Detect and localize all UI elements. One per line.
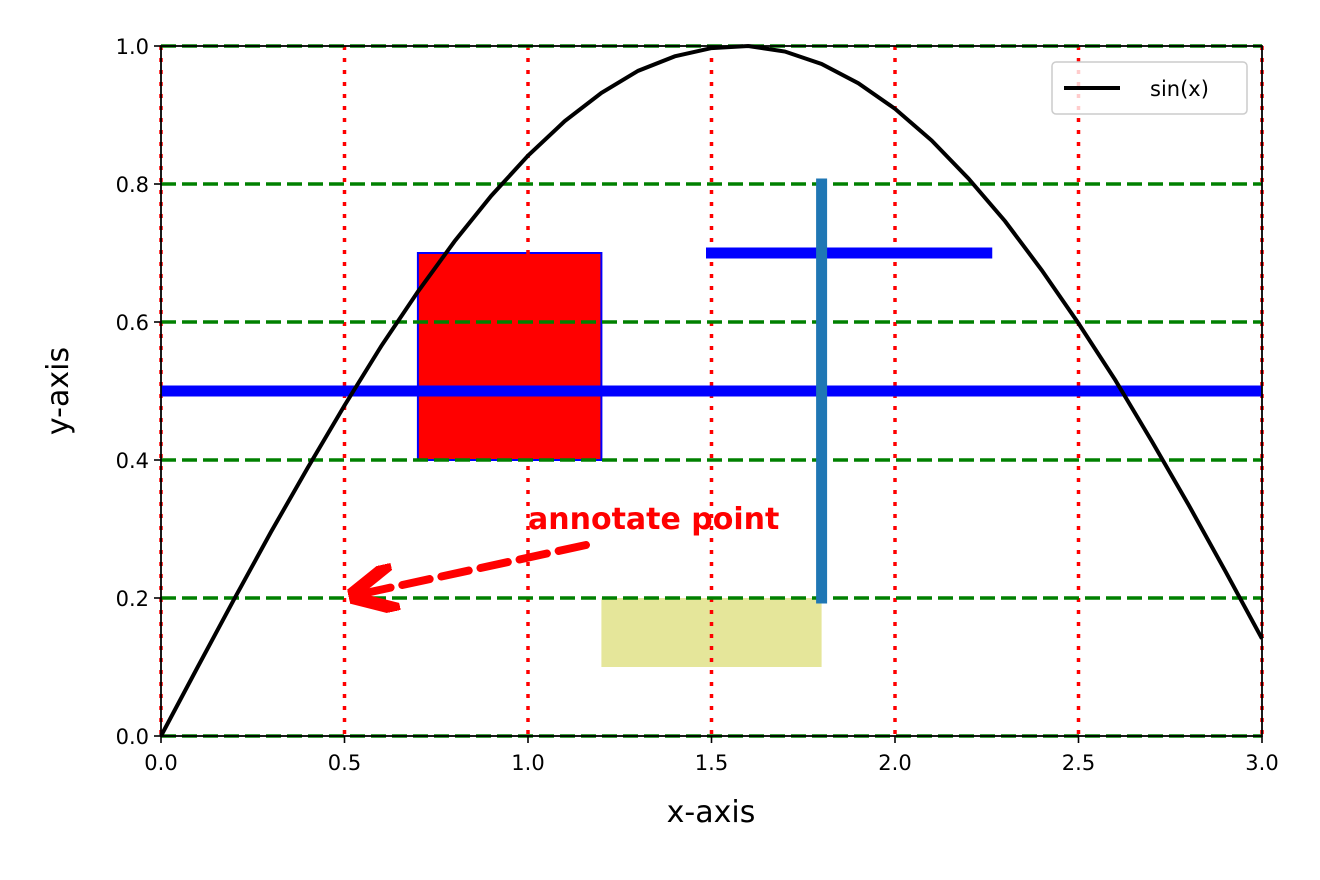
x-tick-label: 2.0: [878, 751, 911, 775]
legend-label: sin(x): [1150, 77, 1209, 101]
y-tick-label: 0.2: [116, 587, 149, 611]
x-tick-label: 0.5: [328, 751, 361, 775]
annotation-text: annotate point: [528, 502, 779, 537]
x-tick-label: 2.5: [1062, 751, 1095, 775]
x-tick-label: 1.0: [511, 751, 544, 775]
y-tick-label: 0.8: [116, 173, 149, 197]
span-rect: [416, 252, 603, 461]
y-axis-label: y-axis: [41, 347, 76, 435]
x-tick-label: 0.0: [144, 751, 177, 775]
y-tick-label: 1.0: [116, 35, 149, 59]
x-tick-label: 3.0: [1245, 751, 1278, 775]
y-tick-label: 0.4: [116, 449, 149, 473]
y-tick-label: 0.0: [116, 725, 149, 749]
x-axis-label: x-axis: [667, 795, 756, 830]
x-tick-label: 1.5: [695, 751, 728, 775]
span-rect: [601, 598, 822, 667]
legend-box: [1051, 61, 1248, 115]
annotation-arrow: [357, 541, 590, 595]
series-line: [159, 43, 1264, 737]
y-tick-label: 0.6: [116, 311, 149, 335]
